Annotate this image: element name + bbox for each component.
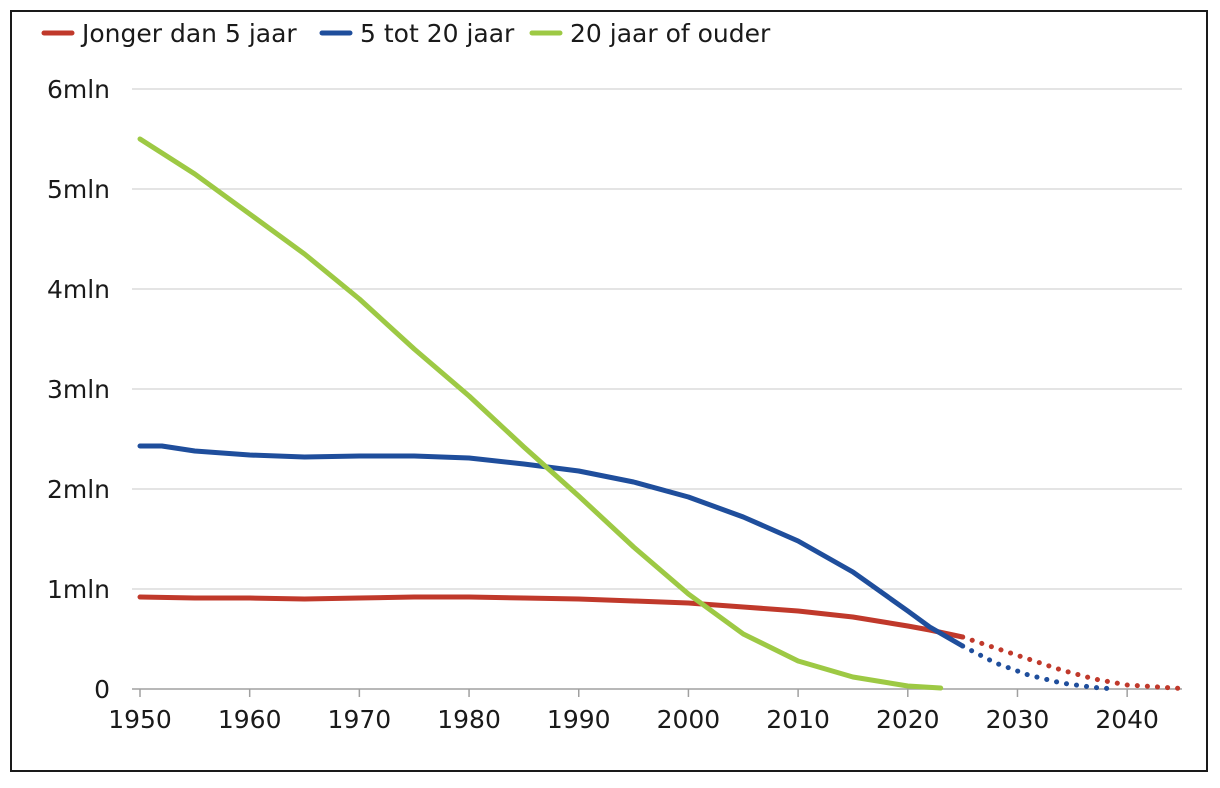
series-line-2	[137, 136, 944, 691]
y-tick-label: 2mln	[47, 475, 110, 504]
gridlines	[132, 88, 1182, 590]
series-line-1	[137, 443, 966, 649]
y-tick-label: 4mln	[47, 275, 110, 304]
y-tick-label: 0	[94, 675, 110, 704]
x-tick-label: 2010	[766, 705, 830, 734]
chart-frame: 0 1mln 2mln 3mln 4mln 5mln 6mln 1950 1960 1970 19…	[10, 10, 1208, 772]
legend-label-0: Jonger dan 5 jaar	[80, 19, 297, 48]
y-tick-label: 1mln	[47, 575, 110, 604]
x-axis-ticks: 1950 1960 1970 1980 1990 2000 2010 2020 2030 2040	[108, 689, 1159, 734]
series-line-0	[137, 594, 966, 640]
series-projection-1	[960, 643, 1119, 692]
legend-label-1: 5 tot 20 jaar	[360, 19, 515, 48]
y-axis-ticks: 0 1mln 2mln 3mln 4mln 5mln 6mln	[47, 75, 110, 704]
series-lines	[137, 136, 1185, 692]
x-tick-label: 2030	[986, 705, 1050, 734]
x-tick-label: 2000	[657, 705, 721, 734]
x-tick-label: 1970	[328, 705, 392, 734]
legend-label-2: 20 jaar of ouder	[570, 19, 771, 48]
x-tick-label: 1960	[218, 705, 282, 734]
x-tick-label: 1950	[108, 705, 172, 734]
x-tick-label: 2020	[876, 705, 940, 734]
y-tick-label: 3mln	[47, 375, 110, 404]
series-projection-0	[960, 634, 1185, 691]
legend: Jonger dan 5 jaar 5 tot 20 jaar 20 jaar of…	[41, 19, 771, 48]
x-tick-label: 2040	[1095, 705, 1159, 734]
x-tick-label: 1990	[547, 705, 611, 734]
y-tick-label: 5mln	[47, 175, 110, 204]
x-tick-label: 1980	[437, 705, 501, 734]
y-tick-label: 6mln	[47, 75, 110, 104]
